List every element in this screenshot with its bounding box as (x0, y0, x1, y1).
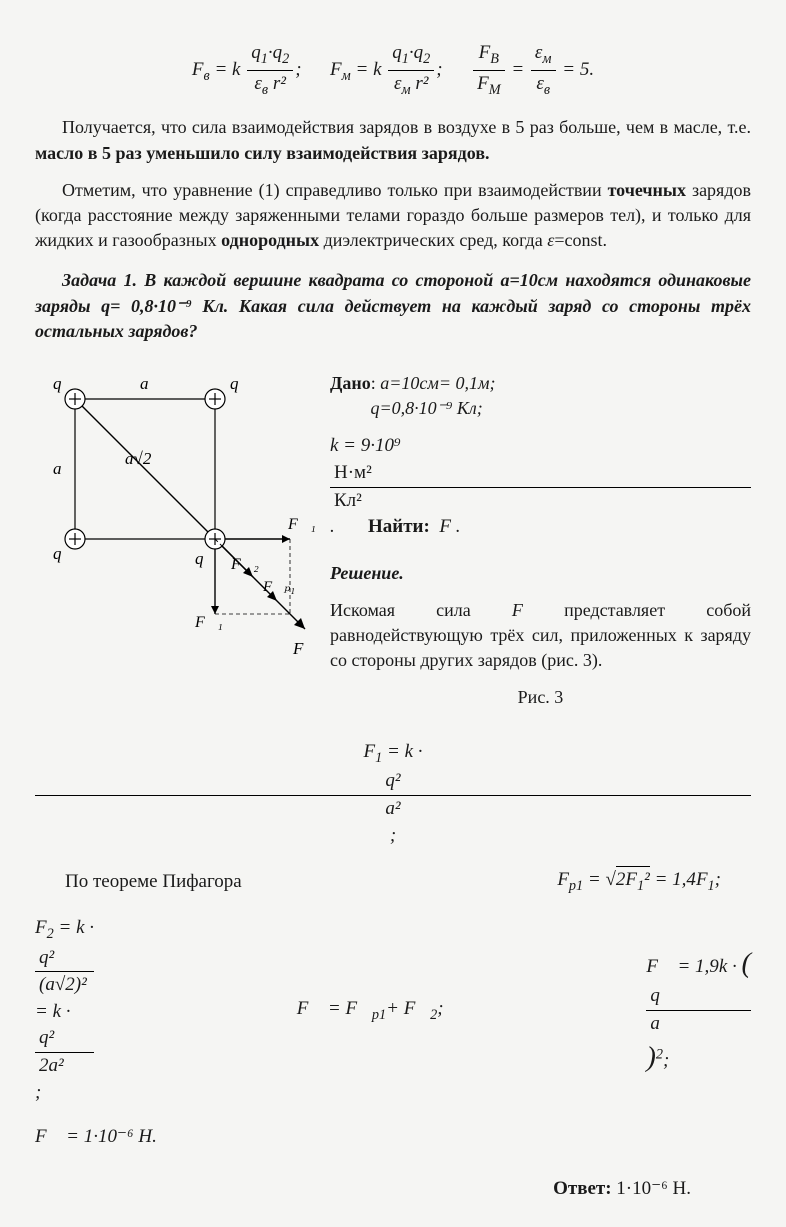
svg-text:a: a (53, 459, 62, 478)
svg-text:q: q (195, 549, 204, 568)
svg-text:F⃗₁: F⃗₁ (287, 516, 315, 533)
svg-text:a: a (140, 374, 149, 393)
paragraph-1: Получается, что сила взаимодействия заря… (35, 115, 751, 165)
eq-row-f2-fsum: F2 = k · q²(a√2)² = k · q²2a² ; F⃗ = F⃗p… (35, 915, 751, 1106)
solution-text: Искомая сила F представляет собой равнод… (330, 598, 751, 674)
f3: FBFM = εмεв = 5. (471, 59, 594, 80)
svg-text:F⃗₂: F⃗₂ (230, 556, 259, 573)
f2: Fм = k q1·q2εм r²; (330, 59, 447, 80)
svg-text:a√2: a√2 (125, 449, 152, 468)
solution-heading: Решение. (330, 561, 751, 586)
given-solution-text: Дано: a=10см= 0,1м; q=0,8·10⁻⁹ Кл; k = 9… (330, 359, 751, 721)
figure-caption: Рис. 3 (330, 685, 751, 710)
eq-result: F⃗ = 1·10⁻⁶ Н. (35, 1124, 751, 1151)
svg-text:F⃗₁: F⃗₁ (194, 614, 223, 631)
eq-fsum: F⃗ = F⃗p1+ F⃗2; (297, 996, 444, 1026)
svg-text:q: q (53, 374, 62, 393)
intro-formulas: Fв = k q1·q2εв r²; Fм = k q1·q2εм r²; FB… (35, 40, 751, 100)
svg-text:F⃗: F⃗ (292, 639, 315, 658)
eq-f1: F1 = k · q²a² ; (35, 739, 751, 850)
eq-pythagoras: По теореме Пифагора Fp1 = √2F1² = 1,4F1; (35, 867, 751, 897)
f1: Fв = k q1·q2εв r²; (192, 59, 306, 80)
answer-line: Ответ: 1·10⁻⁶ Н. (35, 1176, 751, 1203)
eq-final: F⃗ = 1,9k · (qa)2; (646, 944, 751, 1078)
svg-text:q: q (53, 544, 62, 563)
diagram-figure-3: q q q q a a a√2 F⃗₁ F⃗₁ F⃗₂ F⃗ₚ₁ F⃗ (35, 359, 315, 676)
svg-text:F⃗ₚ₁: F⃗ₚ₁ (262, 579, 295, 595)
svg-text:q: q (230, 374, 239, 393)
paragraph-2: Отметим, что уравнение (1) справедливо т… (35, 178, 751, 254)
eq-f2: F2 = k · q²(a√2)² = k · q²2a² ; (35, 915, 94, 1106)
problem-statement: Задача 1. В каждой вершине квадрата со с… (35, 268, 751, 344)
